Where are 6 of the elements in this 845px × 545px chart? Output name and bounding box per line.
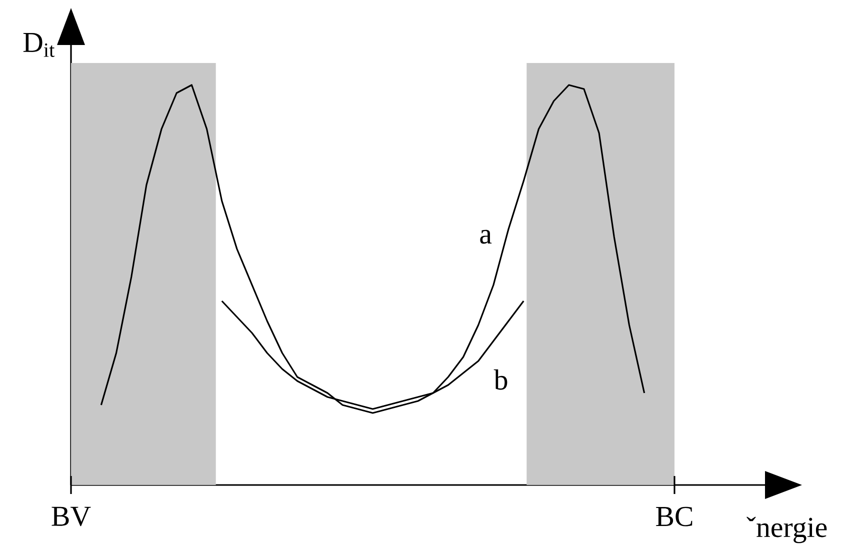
x-tick-label: BV	[52, 506, 91, 526]
x-axis-title: ˇnergie	[746, 516, 827, 544]
series-label: b	[494, 369, 508, 390]
x-tick-label: BC	[656, 506, 692, 526]
y-axis-title: D$_{it}$	[23, 33, 55, 57]
series-label: a	[480, 230, 492, 244]
